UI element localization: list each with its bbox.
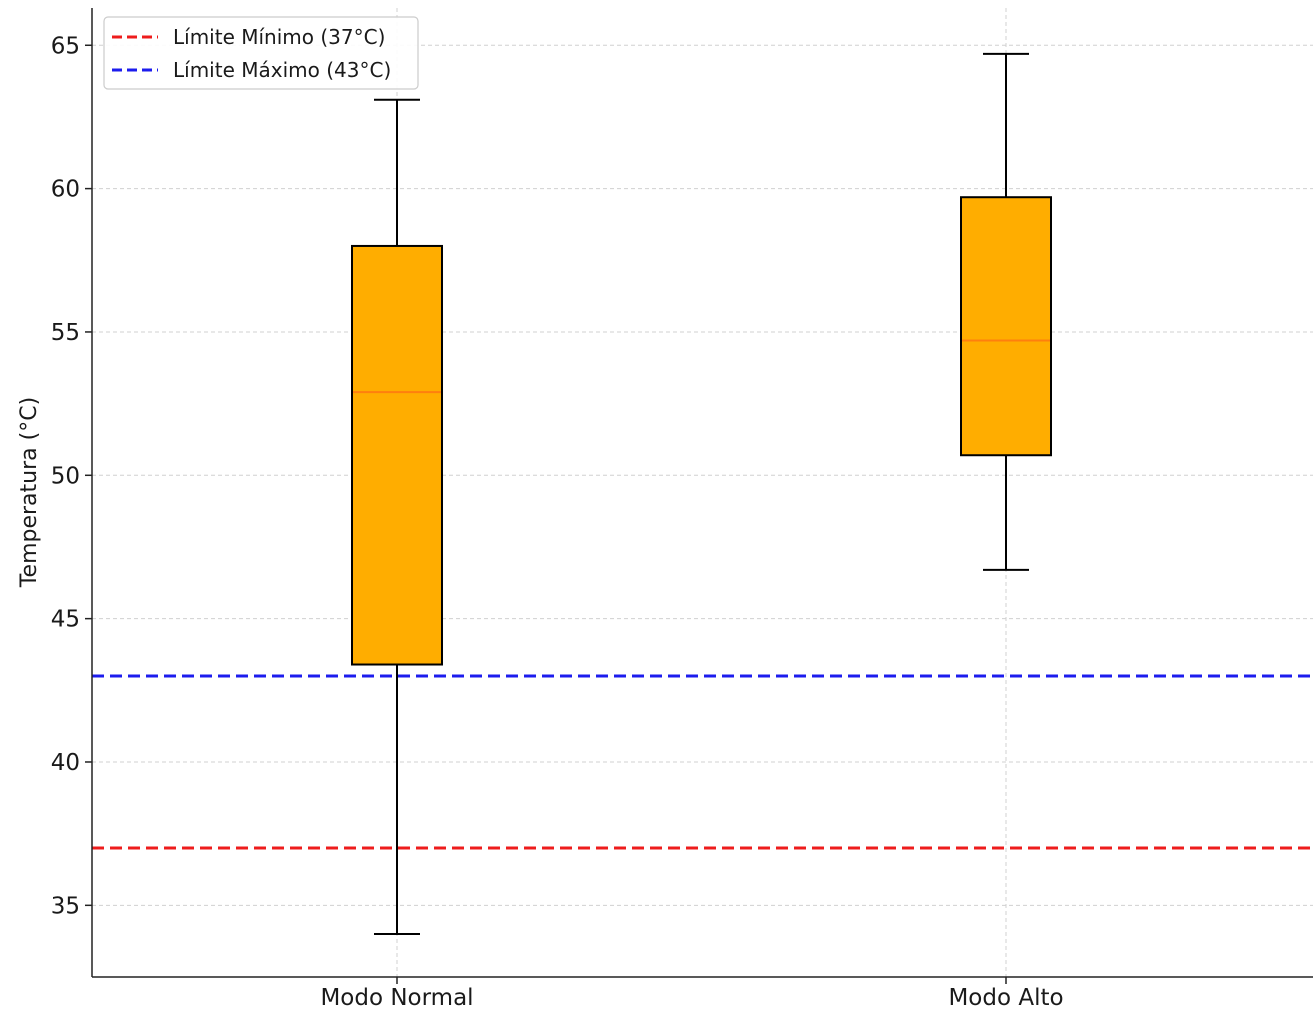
boxes: [351, 52, 1052, 935]
y-tick-label: 40: [51, 750, 80, 776]
axes: 35 40 45 50 55 60 65 Modo Normal Modo Alto: [51, 8, 1313, 1011]
y-tick-label: 50: [51, 463, 80, 489]
legend-frame: [103, 16, 419, 90]
iqr-box: [351, 244, 443, 666]
y-axis-label: Temperatura (°C): [17, 397, 42, 588]
x-tick-label: Modo Normal: [320, 985, 473, 1011]
y-tick-label: 35: [51, 893, 80, 919]
y-tick-label: 55: [51, 320, 80, 346]
legend-entry-label: Límite Máximo (43°C): [173, 58, 391, 82]
grid: [92, 8, 1313, 977]
box-group: [351, 98, 443, 935]
box-group: [960, 52, 1052, 571]
x-tick-label: Modo Alto: [948, 985, 1063, 1011]
y-tick-label: 60: [51, 177, 80, 203]
iqr-box: [960, 196, 1052, 457]
y-tick-label: 65: [51, 33, 80, 59]
reference-lines: [92, 674, 1313, 850]
y-tick-label: 45: [51, 607, 80, 633]
legend: Límite Mínimo (37°C) Límite Máximo (43°C): [103, 16, 419, 90]
legend-entry-label: Límite Mínimo (37°C): [173, 25, 385, 49]
